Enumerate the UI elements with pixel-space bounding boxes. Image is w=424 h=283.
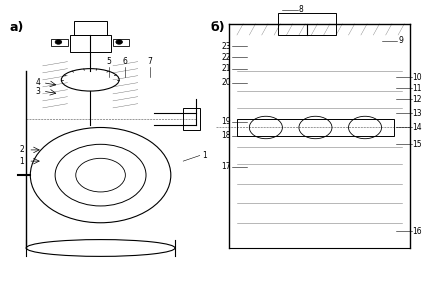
Text: 19: 19 — [221, 117, 231, 127]
Text: а): а) — [10, 21, 24, 34]
Text: 9: 9 — [398, 36, 403, 45]
Bar — [74, 21, 107, 35]
Text: 17: 17 — [221, 162, 231, 171]
Circle shape — [116, 40, 123, 44]
Bar — [183, 108, 200, 130]
Text: 2: 2 — [20, 145, 24, 155]
Text: 1: 1 — [202, 151, 206, 160]
Text: б): б) — [210, 21, 225, 34]
Text: 14: 14 — [413, 123, 422, 132]
Text: 1: 1 — [20, 156, 24, 166]
Text: 10: 10 — [413, 72, 422, 82]
Bar — [278, 13, 336, 35]
Text: 13: 13 — [413, 109, 422, 118]
Text: 3: 3 — [36, 87, 41, 96]
Text: 5: 5 — [106, 57, 111, 66]
Text: 8: 8 — [299, 5, 304, 14]
Bar — [70, 35, 111, 52]
Text: 11: 11 — [413, 84, 422, 93]
Text: 21: 21 — [221, 64, 231, 73]
Text: 4: 4 — [36, 78, 41, 87]
Text: 7: 7 — [148, 57, 153, 66]
Text: 12: 12 — [413, 95, 422, 104]
Text: 15: 15 — [413, 140, 422, 149]
Text: 18: 18 — [221, 131, 231, 140]
Bar — [237, 119, 394, 136]
Text: 16: 16 — [413, 227, 422, 236]
Text: 23: 23 — [221, 42, 231, 51]
Circle shape — [55, 40, 62, 44]
Text: 20: 20 — [221, 78, 231, 87]
Text: 22: 22 — [221, 53, 231, 62]
Text: 6: 6 — [123, 57, 128, 66]
Bar — [51, 39, 67, 46]
Bar — [113, 39, 129, 46]
